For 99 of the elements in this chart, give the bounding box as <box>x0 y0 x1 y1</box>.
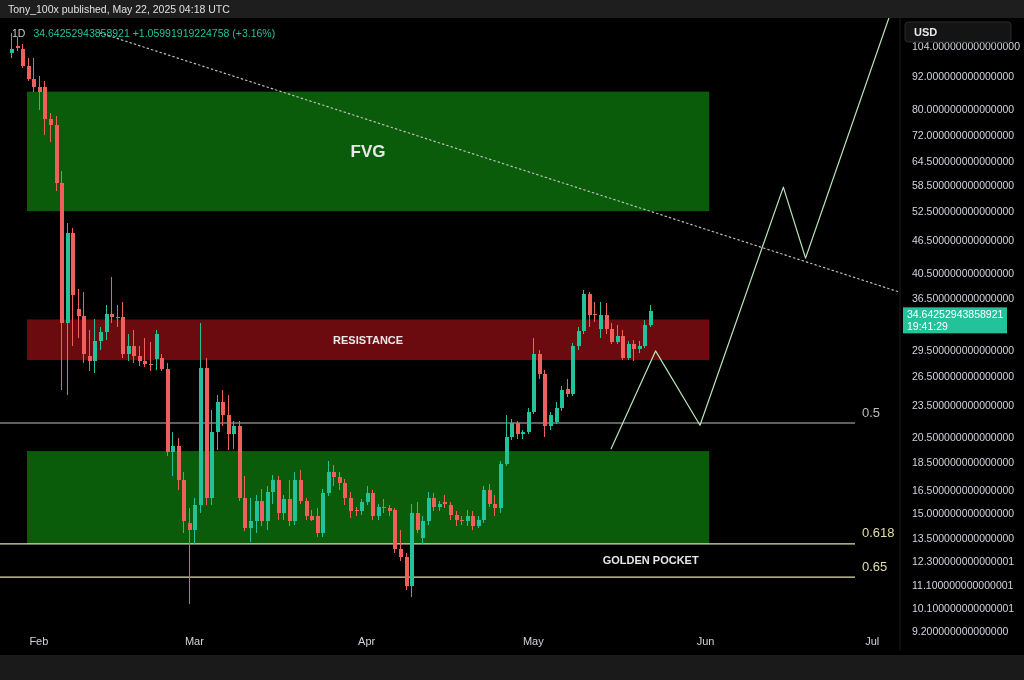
candlestick <box>226 394 231 451</box>
text: 34.64252943858921 <box>907 308 1004 321</box>
candlestick <box>576 326 581 351</box>
candlestick <box>337 471 342 491</box>
candlestick <box>526 407 531 435</box>
candlestick <box>142 337 147 368</box>
candlestick <box>109 276 114 324</box>
candlestick <box>365 485 370 506</box>
candlestick <box>170 431 175 477</box>
y-tick-label: 58.500000000000000 <box>912 178 1015 191</box>
candlestick <box>620 329 625 361</box>
candlestick <box>615 324 620 345</box>
annotation: GOLDEN POCKET <box>602 554 699 567</box>
candlestick <box>415 501 420 534</box>
candlestick <box>609 322 614 345</box>
y-tick-label: 40.500000000000000 <box>912 267 1015 280</box>
candlestick <box>92 318 97 374</box>
candlestick <box>31 57 36 93</box>
annotation: 0.5 <box>862 404 881 420</box>
candlestick <box>187 507 192 605</box>
candlestick <box>431 492 436 512</box>
y-tick-label: 11.100000000000001 <box>912 579 1014 592</box>
y-tick-label: 92.000000000000000 <box>912 69 1015 82</box>
text: 19:41:29 <box>907 320 949 333</box>
candlestick <box>426 491 431 526</box>
candlestick <box>487 483 492 508</box>
candlestick <box>220 389 225 427</box>
x-tick-label: Jul <box>865 635 880 647</box>
text: 1D <box>12 26 26 39</box>
y-tick-label: 12.300000000000001 <box>912 554 1015 567</box>
candlestick <box>126 333 131 362</box>
annotation: 0.65 <box>862 558 888 574</box>
candlestick <box>259 488 264 527</box>
candlestick <box>470 511 475 531</box>
x-tick-label: Feb <box>29 635 49 647</box>
y-tick-label: 46.500000000000000 <box>912 234 1015 247</box>
candlestick <box>554 401 559 425</box>
candlestick <box>248 497 253 543</box>
annotation: 0.618 <box>862 525 895 541</box>
candlestick <box>48 112 53 143</box>
line-series <box>610 18 890 450</box>
y-tick-label: 18.500000000000000 <box>912 456 1015 469</box>
y-tick-label: 10.100000000000001 <box>912 602 1015 615</box>
candlestick <box>398 529 403 562</box>
y-tick-label: 23.500000000000000 <box>912 398 1015 411</box>
candlestick <box>98 326 103 351</box>
y-tick-label: 20.500000000000000 <box>912 431 1015 444</box>
candlestick <box>326 460 331 497</box>
y-tick-label: 15.000000000000000 <box>912 506 1015 519</box>
candlestick <box>648 304 653 328</box>
candlestick <box>509 418 514 441</box>
candlestick <box>420 515 425 545</box>
candlestick <box>131 329 136 364</box>
y-tick-label: 80.000000000000000 <box>912 103 1015 116</box>
candlestick <box>642 319 647 349</box>
candlestick <box>342 478 347 506</box>
candlestick <box>515 420 520 440</box>
candlestick <box>281 494 286 521</box>
candlestick <box>348 491 353 519</box>
candlestick <box>20 43 25 69</box>
x-tick-label: May <box>522 635 545 647</box>
candlestick <box>254 494 259 534</box>
candlestick <box>87 329 92 372</box>
candlestick <box>231 420 236 450</box>
band-label: FVG <box>350 142 386 162</box>
text: Tony_100x published, May 22, 2025 04:18 UTC <box>8 2 231 15</box>
candlestick <box>76 288 81 339</box>
candlestick <box>331 464 336 487</box>
candlestick <box>287 479 292 527</box>
candlestick <box>559 385 564 412</box>
candlestick <box>604 302 609 335</box>
y-tick-label: 104.000000000000000 <box>912 40 1021 53</box>
text: 34.64252943858921 +1.05991919224758 (+3.16%) <box>33 26 276 39</box>
candlestick <box>315 507 320 538</box>
candlestick <box>26 57 31 82</box>
candlestick <box>370 489 375 521</box>
y-tick-label: 13.500000000000000 <box>912 532 1015 545</box>
y-tick-label: 64.500000000000000 <box>912 155 1015 168</box>
x-tick-label: Jun <box>696 635 715 647</box>
y-tick-label: 29.500000000000000 <box>912 343 1015 356</box>
candlestick <box>304 497 309 521</box>
y-axis-title: USD <box>914 25 938 38</box>
candlestick <box>598 301 603 339</box>
x-tick-label: Mar <box>184 635 205 647</box>
candlestick <box>104 304 109 341</box>
candlestick <box>270 474 275 505</box>
y-tick-label: 26.500000000000000 <box>912 369 1015 382</box>
y-tick-label: 52.500000000000000 <box>912 204 1015 217</box>
candlestick <box>298 470 303 505</box>
y-tick-label: 72.000000000000000 <box>912 128 1015 141</box>
candlestick <box>137 345 142 367</box>
band-label: RESISTANCE <box>333 333 404 346</box>
x-tick-label: Apr <box>358 635 376 647</box>
candlestick <box>565 378 570 398</box>
candlestick <box>537 349 542 380</box>
y-tick-label: 9.200000000000000 <box>912 624 1009 637</box>
y-tick-label: 36.500000000000000 <box>912 292 1015 305</box>
candlestick <box>626 340 631 361</box>
y-tick-label: 16.500000000000000 <box>912 483 1015 496</box>
